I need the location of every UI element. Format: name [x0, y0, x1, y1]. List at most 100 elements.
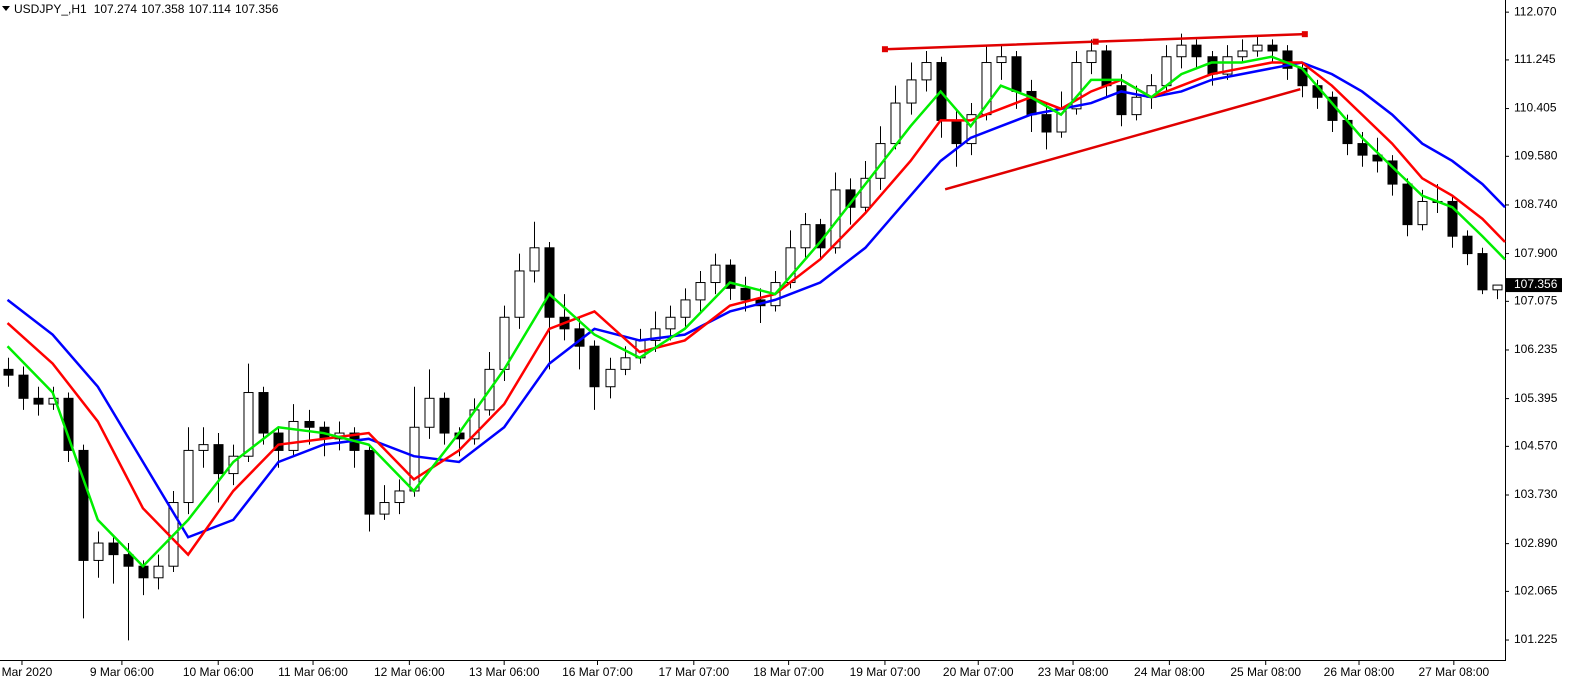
- candle-body: [1402, 183, 1413, 226]
- candle-body: [123, 554, 134, 567]
- x-tick-label: 26 Mar 08:00: [1324, 665, 1395, 679]
- candle-body: [33, 397, 44, 405]
- y-tick-label: 107.900: [1514, 246, 1558, 260]
- candle-body: [1041, 114, 1052, 133]
- candle-body: [78, 449, 89, 561]
- y-tick-label: 104.570: [1514, 439, 1558, 453]
- y-tick-label: 106.235: [1514, 342, 1558, 356]
- candle-body: [1462, 235, 1473, 255]
- candle-body: [1086, 50, 1097, 64]
- candle-body: [620, 357, 631, 370]
- candle-body: [921, 62, 932, 81]
- candle-body: [364, 449, 375, 515]
- price-label: 107.356: [1514, 277, 1558, 291]
- candle-body: [830, 189, 841, 249]
- y-tick-label: 111.245: [1514, 52, 1556, 66]
- candle-body: [183, 449, 194, 504]
- candle-body: [243, 392, 254, 457]
- x-tick-label: 17 Mar 07:00: [658, 665, 729, 679]
- candle-body: [966, 114, 977, 145]
- candle-body: [1447, 200, 1458, 237]
- y-tick-label: 102.065: [1514, 584, 1558, 598]
- trend-anchor: [1301, 31, 1308, 38]
- symbol: USDJPY_,H1: [14, 2, 87, 16]
- price-label-bg: [1506, 278, 1562, 293]
- candle-body: [1191, 44, 1202, 58]
- y-tick-label: 102.890: [1514, 536, 1558, 550]
- candle-body: [1492, 284, 1503, 291]
- candle-body: [680, 299, 691, 318]
- y-tick-label: 110.405: [1514, 101, 1557, 115]
- candle-body: [1011, 56, 1022, 92]
- candle-body: [379, 502, 390, 515]
- candle-body: [138, 565, 149, 579]
- moving-average: [6, 61, 1506, 539]
- candle-body: [1237, 50, 1248, 58]
- x-tick-label: 13 Mar 06:00: [469, 665, 540, 679]
- y-tick-label: 101.225: [1514, 632, 1558, 646]
- x-tick-label: 12 Mar 06:00: [374, 665, 445, 679]
- candle-body: [1071, 62, 1082, 110]
- candle-body: [906, 79, 917, 104]
- candle-body: [650, 328, 661, 341]
- candle-body: [273, 432, 284, 451]
- candle-body: [1222, 56, 1233, 75]
- candle-body: [1282, 50, 1293, 69]
- y-tick-label: 107.075: [1514, 294, 1558, 308]
- trend-anchor: [1092, 38, 1099, 45]
- x-tick-label: 6 Mar 2020: [0, 665, 53, 679]
- x-tick-label: 16 Mar 07:00: [562, 665, 633, 679]
- x-tick-label: 10 Mar 06:00: [183, 665, 254, 679]
- candle-body: [890, 102, 901, 145]
- x-tick-label: 27 Mar 08:00: [1418, 665, 1489, 679]
- candle-body: [1161, 56, 1172, 87]
- y-tick-label: 112.070: [1514, 4, 1557, 18]
- candle-body: [695, 282, 706, 301]
- candle-body: [424, 397, 435, 428]
- candle-body: [544, 247, 555, 318]
- quote-value: 107.274: [94, 2, 138, 16]
- candle-body: [153, 565, 164, 579]
- moving-average: [6, 55, 1506, 569]
- candle-body: [725, 264, 736, 289]
- candle-body: [1357, 143, 1368, 156]
- candle-body: [1176, 44, 1187, 58]
- moving-average: [6, 61, 1506, 557]
- candle-body: [1267, 44, 1278, 52]
- candle-body: [93, 542, 104, 561]
- axes: 112.070 111.245 110.405 109.580 108.740 107.9…: [0, 4, 1562, 679]
- candle-body: [1207, 56, 1218, 75]
- candle-body: [1131, 96, 1142, 116]
- quote-value: 107.114: [188, 2, 231, 16]
- x-tick-label: 19 Mar 07:00: [850, 665, 921, 679]
- trend-line: [944, 87, 1301, 191]
- candle-body: [439, 397, 450, 434]
- candle-body: [198, 444, 209, 451]
- candle-body: [228, 455, 239, 475]
- candle-body: [514, 270, 525, 318]
- x-tick-label: 20 Mar 07:00: [943, 665, 1014, 679]
- candle-body: [1417, 200, 1428, 226]
- candle-body: [605, 368, 616, 388]
- x-tick-label: 23 Mar 08:00: [1038, 665, 1109, 679]
- candle-body: [394, 490, 405, 504]
- y-tick-label: 109.580: [1514, 148, 1558, 162]
- candle-body: [409, 426, 420, 492]
- candle-body: [18, 374, 29, 399]
- candle-body: [1477, 253, 1488, 291]
- candle-body: [1116, 85, 1127, 116]
- candle-body: [665, 316, 676, 330]
- x-tick-label: 24 Mar 08:00: [1134, 665, 1205, 679]
- header-arrow: [2, 6, 10, 11]
- quote-value: 107.356: [235, 2, 279, 16]
- candle-body: [951, 119, 962, 145]
- x-tick-label: 9 Mar 06:00: [90, 665, 154, 679]
- candle-body: [860, 177, 871, 208]
- candle-body: [710, 264, 721, 284]
- candle-body: [108, 542, 119, 556]
- candle-body: [740, 287, 751, 301]
- x-tick-label: 11 Mar 06:00: [278, 665, 348, 679]
